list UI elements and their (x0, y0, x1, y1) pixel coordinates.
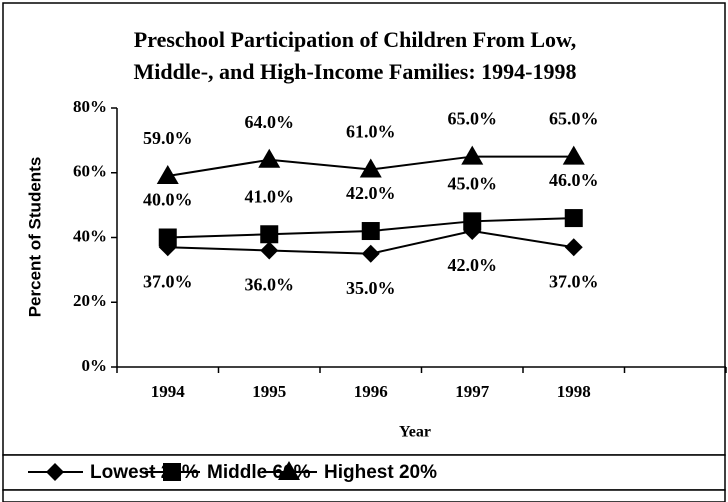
legend-frame (2, 454, 726, 491)
data-label: 42.0% (448, 255, 498, 275)
data-label: 40.0% (143, 190, 193, 210)
marker-square (158, 228, 177, 247)
marker-square (163, 463, 181, 481)
data-label: 37.0% (143, 271, 193, 291)
marker-triangle (156, 164, 179, 184)
marker-triangle (258, 148, 281, 168)
legend-label: Highest 20% (324, 462, 437, 483)
y-axis-label: Percent of Students (25, 157, 44, 318)
data-label: 35.0% (346, 278, 396, 298)
data-label: 36.0% (245, 275, 295, 295)
marker-square (361, 222, 380, 241)
data-label: 65.0% (448, 109, 498, 129)
data-label: 59.0% (143, 128, 193, 148)
marker-triangle (359, 158, 382, 178)
data-label: 46.0% (549, 170, 599, 190)
marker-triangle (562, 145, 585, 165)
footer-frame (2, 489, 726, 502)
data-label: 42.0% (346, 183, 396, 203)
y-tick-label: 60% (73, 162, 107, 181)
y-tick-label: 20% (73, 291, 107, 310)
data-label: 64.0% (245, 112, 295, 132)
data-label: 45.0% (448, 173, 498, 193)
x-tick-label: 1994 (151, 382, 186, 401)
marker-square (463, 212, 482, 231)
marker-triangle (461, 145, 484, 165)
marker-diamond (564, 238, 583, 257)
data-label: 37.0% (549, 271, 599, 291)
x-tick-label: 1995 (252, 382, 286, 401)
x-axis-label: Year (399, 424, 431, 441)
x-tick-label: 1998 (557, 382, 591, 401)
x-tick-label: 1996 (354, 382, 388, 401)
marker-diamond (260, 241, 279, 260)
data-label: 41.0% (245, 186, 295, 206)
data-label: 65.0% (549, 109, 599, 129)
marker-square (260, 225, 279, 244)
marker-triangle (278, 461, 300, 480)
y-tick-label: 0% (82, 356, 108, 375)
y-tick-label: 80% (73, 97, 107, 116)
marker-square (564, 209, 583, 228)
y-tick-label: 40% (73, 226, 107, 245)
x-tick-label: 1997 (455, 382, 490, 401)
marker-diamond (46, 463, 64, 481)
marker-diamond (361, 244, 380, 263)
data-label: 61.0% (346, 122, 396, 142)
chart-subtitle: Middle-, and High-Income Families: 1994-… (133, 59, 576, 84)
chart-title: Preschool Participation of Children From… (134, 27, 576, 52)
